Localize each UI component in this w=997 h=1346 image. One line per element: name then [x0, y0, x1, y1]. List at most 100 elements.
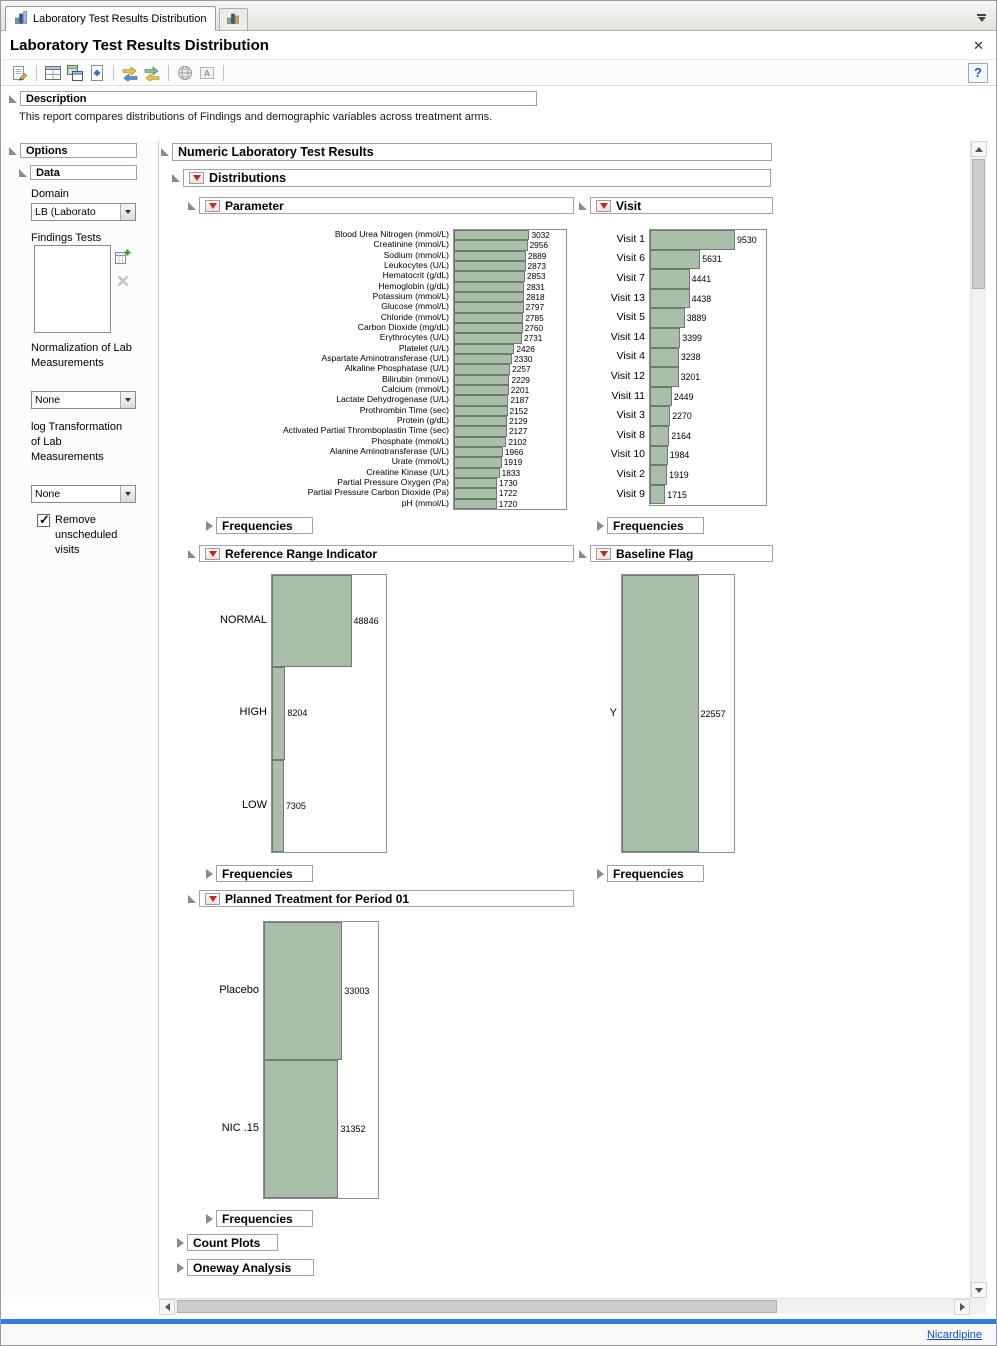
- histogram-bar[interactable]: [454, 488, 497, 499]
- histogram-bar[interactable]: [454, 457, 502, 468]
- options-header[interactable]: Options: [20, 143, 137, 158]
- histogram-bar[interactable]: [454, 230, 530, 241]
- annotate-icon[interactable]: A: [196, 62, 218, 84]
- data-header[interactable]: Data: [30, 165, 137, 180]
- red-triangle-menu-icon[interactable]: [596, 547, 611, 560]
- histogram-bar[interactable]: [454, 250, 526, 261]
- scroll-right-icon[interactable]: [954, 1299, 970, 1315]
- visit-header[interactable]: Visit: [590, 197, 773, 214]
- tab-list-button[interactable]: [975, 12, 988, 24]
- description-header[interactable]: Description: [20, 91, 537, 106]
- journal-icon[interactable]: [86, 62, 108, 84]
- refresh-data-icon[interactable]: [119, 62, 141, 84]
- disclosure-open-icon[interactable]: [579, 201, 587, 210]
- frequencies-header[interactable]: Frequencies: [607, 517, 704, 534]
- histogram-bar[interactable]: [650, 288, 690, 309]
- add-column-icon[interactable]: [113, 247, 133, 267]
- findings-tests-listbox[interactable]: [34, 245, 111, 333]
- tab-secondary-report[interactable]: [219, 8, 249, 30]
- histogram-bar[interactable]: [650, 347, 679, 368]
- histogram-bar[interactable]: [454, 384, 509, 396]
- disclosure-open-icon[interactable]: [188, 549, 196, 558]
- globe-icon[interactable]: [174, 62, 196, 84]
- histogram-bar[interactable]: [650, 327, 681, 348]
- histogram-bar[interactable]: [454, 364, 511, 375]
- treatment-header[interactable]: Planned Treatment for Period 01: [199, 890, 574, 907]
- histogram-bar[interactable]: [272, 575, 352, 668]
- scroll-left-icon[interactable]: [159, 1299, 175, 1315]
- histogram-bar[interactable]: [650, 269, 690, 289]
- red-triangle-menu-icon[interactable]: [189, 172, 204, 184]
- histogram-bar[interactable]: [650, 367, 679, 387]
- histogram-bar[interactable]: [454, 498, 497, 509]
- disclosure-closed-icon[interactable]: [177, 1237, 184, 1248]
- vertical-scrollbar[interactable]: [970, 141, 987, 1298]
- histogram-bar[interactable]: [454, 446, 503, 458]
- histogram-bar[interactable]: [454, 322, 523, 334]
- histogram-bar[interactable]: [272, 667, 286, 760]
- histogram-bar[interactable]: [454, 302, 524, 313]
- histogram-bar[interactable]: [454, 312, 524, 323]
- histogram-bar[interactable]: [454, 405, 508, 416]
- disclosure-open-icon[interactable]: [172, 174, 180, 182]
- histogram-bar[interactable]: [454, 436, 507, 447]
- frequencies-header[interactable]: Frequencies: [216, 865, 313, 882]
- count-plots-header[interactable]: Count Plots: [187, 1234, 278, 1251]
- horizontal-scrollbar-thumb[interactable]: [177, 1300, 777, 1313]
- help-icon[interactable]: ?: [968, 62, 988, 83]
- histogram-bar[interactable]: [650, 484, 666, 505]
- histogram-bar[interactable]: [650, 406, 671, 426]
- histogram-bar[interactable]: [454, 353, 512, 365]
- histogram-bar[interactable]: [650, 249, 701, 270]
- histogram-bar[interactable]: [454, 395, 509, 406]
- scroll-up-icon[interactable]: [971, 141, 987, 157]
- disclosure-closed-icon[interactable]: [206, 1213, 213, 1224]
- histogram-bar[interactable]: [454, 467, 500, 478]
- data-table-icon[interactable]: [64, 62, 86, 84]
- distributions-header[interactable]: Distributions: [183, 169, 771, 187]
- histogram-bar[interactable]: [622, 575, 699, 852]
- histogram-bar[interactable]: [650, 465, 668, 485]
- reference-range-header[interactable]: Reference Range Indicator: [199, 545, 574, 562]
- disclosure-closed-icon[interactable]: [177, 1262, 184, 1273]
- numeric-results-header[interactable]: Numeric Laboratory Test Results: [172, 143, 772, 161]
- disclosure-open-icon[interactable]: [9, 94, 17, 103]
- histogram-bar[interactable]: [454, 426, 507, 437]
- histogram-bar[interactable]: [650, 230, 736, 250]
- red-triangle-menu-icon[interactable]: [205, 892, 220, 905]
- histogram-bar[interactable]: [272, 759, 284, 852]
- baseline-flag-header[interactable]: Baseline Flag: [590, 545, 773, 562]
- red-triangle-menu-icon[interactable]: [596, 199, 611, 212]
- remove-column-icon[interactable]: [113, 271, 133, 291]
- disclosure-open-icon[interactable]: [9, 146, 17, 155]
- normalization-select[interactable]: None: [31, 391, 136, 409]
- frequencies-header[interactable]: Frequencies: [216, 517, 313, 534]
- disclosure-open-icon[interactable]: [19, 168, 27, 177]
- disclosure-closed-icon[interactable]: [597, 520, 604, 531]
- frequencies-header[interactable]: Frequencies: [607, 865, 704, 882]
- swap-data-icon[interactable]: [141, 62, 163, 84]
- disclosure-open-icon[interactable]: [161, 148, 169, 156]
- histogram-bar[interactable]: [454, 333, 522, 344]
- histogram-bar[interactable]: [454, 477, 498, 489]
- histogram-bar[interactable]: [454, 281, 525, 292]
- scroll-down-icon[interactable]: [971, 1282, 987, 1298]
- disclosure-closed-icon[interactable]: [597, 868, 604, 879]
- red-triangle-menu-icon[interactable]: [205, 547, 220, 560]
- edit-script-icon[interactable]: [9, 62, 31, 84]
- histogram-bar[interactable]: [650, 445, 668, 466]
- disclosure-closed-icon[interactable]: [206, 520, 213, 531]
- horizontal-scrollbar[interactable]: [159, 1298, 970, 1315]
- disclosure-open-icon[interactable]: [188, 894, 196, 903]
- histogram-bar[interactable]: [454, 343, 515, 354]
- histogram-bar[interactable]: [264, 922, 343, 1060]
- disclosure-open-icon[interactable]: [188, 201, 196, 210]
- close-icon[interactable]: ✕: [973, 37, 984, 53]
- histogram-bar[interactable]: [454, 415, 507, 427]
- red-triangle-menu-icon[interactable]: [205, 199, 220, 212]
- disclosure-closed-icon[interactable]: [206, 868, 213, 879]
- histogram-bar[interactable]: [454, 260, 526, 272]
- histogram-bar[interactable]: [454, 240, 528, 251]
- remove-unscheduled-checkbox[interactable]: [37, 512, 50, 528]
- tab-lab-results[interactable]: Laboratory Test Results Distribution: [5, 6, 217, 31]
